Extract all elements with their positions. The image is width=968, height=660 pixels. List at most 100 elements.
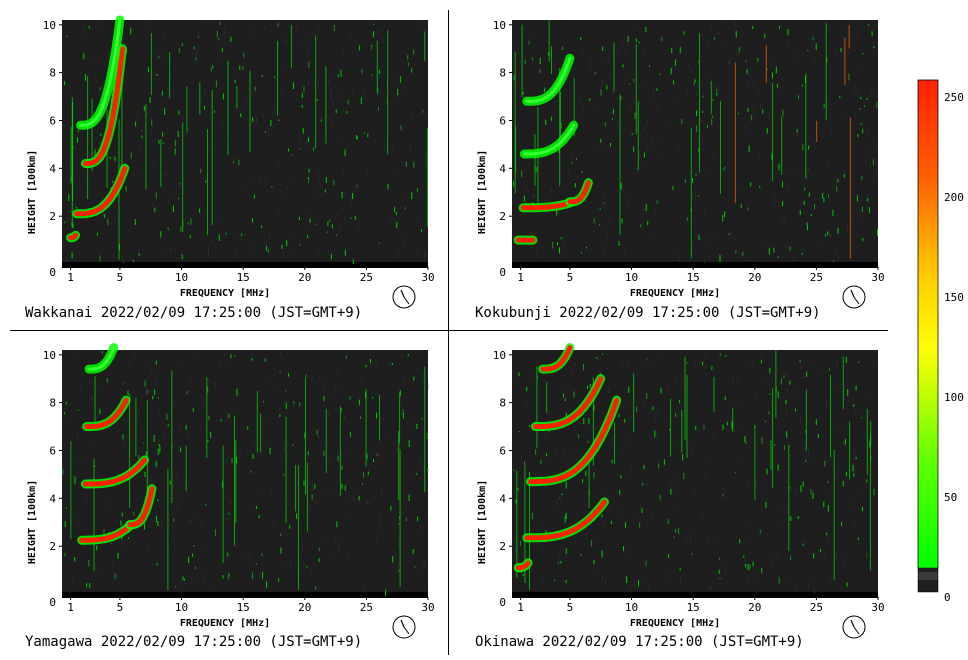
noise-mark <box>866 551 868 558</box>
noise-mark <box>155 207 157 213</box>
colorbar-tick-250: 250 <box>944 91 964 104</box>
noise-mark <box>298 148 300 150</box>
noise-mark <box>601 80 603 87</box>
noise-mark <box>830 126 832 133</box>
noise-mark <box>414 566 416 568</box>
interference-line <box>534 134 536 186</box>
noise-mark <box>747 563 749 571</box>
x-tick-label: 20 <box>298 271 311 284</box>
interference-line <box>772 82 774 181</box>
noise-mark <box>253 471 255 475</box>
noise-mark <box>602 46 604 51</box>
noise-mark <box>341 465 343 470</box>
noise-mark <box>644 152 645 158</box>
noise-mark <box>712 99 714 101</box>
noise-mark <box>829 490 830 493</box>
noise-mark <box>363 132 365 134</box>
noise-mark <box>328 77 329 83</box>
noise-mark <box>340 408 342 412</box>
noise-mark <box>808 145 810 150</box>
noise-mark <box>426 156 428 162</box>
noise-mark <box>77 354 79 359</box>
noise-mark <box>640 224 642 228</box>
noise-mark <box>68 194 70 201</box>
noise-mark <box>719 87 721 90</box>
noise-mark <box>413 49 415 55</box>
noise-mark <box>422 110 424 113</box>
noise-mark <box>155 460 157 467</box>
noise-mark <box>794 388 795 396</box>
noise-mark <box>422 377 424 385</box>
noise-mark <box>114 156 116 161</box>
noise-mark <box>641 508 643 514</box>
noise-mark <box>746 258 748 261</box>
noise-mark <box>553 112 555 118</box>
noise-mark <box>522 92 524 95</box>
noise-mark <box>587 385 588 389</box>
noise-mark <box>367 471 369 476</box>
noise-mark <box>807 49 809 52</box>
noise-mark <box>634 112 636 119</box>
noise-mark <box>304 432 306 439</box>
noise-mark <box>115 124 116 128</box>
noise-mark <box>296 23 298 29</box>
interference-line <box>699 33 700 173</box>
noise-mark <box>636 406 638 413</box>
noise-mark <box>589 64 591 69</box>
noise-mark <box>140 420 142 423</box>
noise-mark <box>398 569 400 572</box>
noise-mark <box>728 233 730 236</box>
noise-mark <box>782 181 783 188</box>
noise-mark <box>218 38 220 40</box>
noise-mark <box>138 246 140 252</box>
noise-mark <box>103 529 105 535</box>
echo-trace <box>79 18 122 127</box>
noise-mark <box>323 396 325 402</box>
noise-mark <box>625 548 627 556</box>
noise-mark <box>264 180 266 185</box>
noise-mark <box>604 414 606 420</box>
noise-mark <box>205 180 207 183</box>
noise-mark <box>307 235 309 239</box>
noise-mark <box>657 107 659 113</box>
noise-mark <box>358 399 360 406</box>
noise-mark <box>303 480 305 486</box>
x-tick-label: 20 <box>298 601 311 614</box>
noise-mark <box>717 31 719 34</box>
interference-line <box>70 441 72 540</box>
background-noise <box>513 350 876 594</box>
noise-mark <box>413 92 415 94</box>
noise-mark <box>750 182 752 187</box>
noise-mark <box>214 380 216 388</box>
noise-mark <box>111 221 113 225</box>
noise-mark <box>178 426 180 434</box>
noise-mark <box>520 484 522 489</box>
noise-mark <box>690 445 692 452</box>
noise-mark <box>207 20 209 25</box>
noise-mark <box>672 186 674 190</box>
noise-mark <box>388 435 390 439</box>
interference-line <box>171 370 173 504</box>
noise-mark <box>793 256 795 262</box>
interference-line <box>186 86 188 133</box>
noise-mark <box>67 173 69 179</box>
noise-mark <box>704 210 706 215</box>
noise-mark <box>407 62 409 67</box>
noise-mark <box>128 404 130 410</box>
noise-mark <box>138 455 140 460</box>
noise-mark <box>233 162 234 164</box>
noise-mark <box>563 451 565 459</box>
noise-mark <box>313 146 315 151</box>
noise-mark <box>749 540 751 544</box>
noise-mark <box>282 251 284 259</box>
noise-mark <box>565 579 567 584</box>
noise-mark <box>417 516 419 522</box>
noise-mark <box>868 24 870 26</box>
noise-mark <box>629 83 631 85</box>
noise-mark <box>330 394 332 398</box>
noise-mark <box>525 185 527 193</box>
noise-mark <box>101 20 103 28</box>
noise-mark <box>348 510 350 517</box>
noise-mark <box>361 483 363 486</box>
noise-mark <box>742 251 744 257</box>
